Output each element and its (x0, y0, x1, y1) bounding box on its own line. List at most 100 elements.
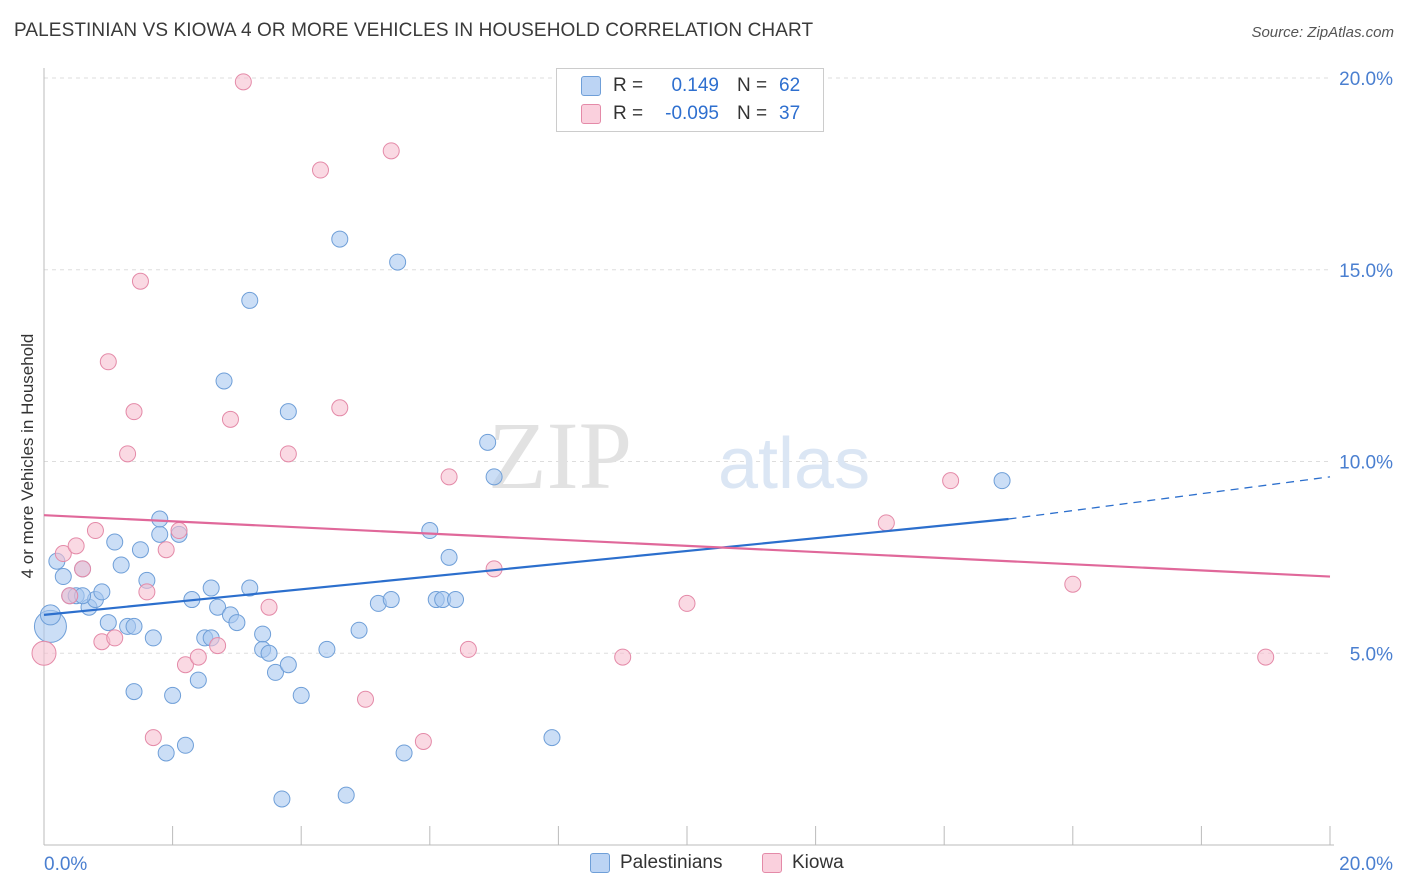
kiowa-point (1064, 575, 1082, 593)
palestinians-point (273, 790, 291, 808)
watermark-atlas: atlas (718, 424, 870, 504)
kiowa-point (138, 583, 156, 601)
series-legend-palestinians: Palestinians (590, 852, 722, 874)
kiowa-point (942, 472, 960, 490)
palestinians-point (151, 510, 169, 528)
legend-r-label: R = (613, 103, 644, 124)
legend-r-label: R = (613, 75, 644, 96)
kiowa-point (106, 629, 124, 647)
kiowa-point (54, 545, 72, 563)
series-legend-label: Palestinians (620, 852, 723, 873)
chart-title: PALESTINIAN VS KIOWA 4 OR MORE VEHICLES … (14, 20, 814, 41)
kiowa-point (414, 732, 432, 750)
kiowa-point (279, 445, 297, 463)
data-points (31, 73, 1275, 808)
y-tick-label: 5.0% (1350, 644, 1393, 665)
palestinians-point (144, 629, 162, 647)
kiowa-point (234, 73, 252, 91)
palestinians-point (447, 591, 465, 609)
kiowa-point (877, 514, 895, 532)
legend-row-palestinians: R = 0.149 N = 62 (581, 74, 800, 98)
palestinians-point (106, 533, 124, 551)
palestinians-point (125, 683, 143, 701)
kiowa-point (99, 353, 117, 371)
kiowa-point (357, 690, 374, 708)
series-legend-kiowa: Kiowa (762, 852, 844, 874)
palestinians-point (318, 640, 336, 658)
palestinians-point (993, 472, 1011, 490)
kiowa-point (74, 560, 92, 578)
legend-row-kiowa: R = -0.095 N = 37 (581, 102, 800, 126)
source-label: Source: ZipAtlas.com (1251, 24, 1394, 41)
palestinians-point (279, 656, 297, 674)
watermark-zip: ZIP (488, 402, 632, 509)
kiowa-point (382, 142, 400, 160)
palestinians-point (382, 591, 400, 609)
palestinians-point (440, 548, 458, 566)
kiowa-point (61, 587, 79, 605)
kiowa-point (1257, 648, 1275, 666)
legend-n-label: N = (737, 75, 768, 96)
palestinians-point (260, 644, 278, 662)
palestinians-point (215, 372, 233, 390)
kiowa-point (144, 729, 162, 747)
kiowa-point (189, 648, 207, 666)
palestinians-point (164, 686, 182, 704)
kiowa-point (614, 648, 632, 666)
palestinians-point (241, 579, 259, 597)
palestinians-point (209, 598, 227, 616)
palestinians-point (485, 468, 503, 486)
y-tick-label: 10.0% (1339, 453, 1393, 474)
kiowa-trend-line (43, 514, 1331, 578)
palestinians-point (331, 230, 349, 248)
palestinians-point (189, 671, 207, 689)
watermark: ZIP atlas (488, 402, 870, 509)
legend-swatch-pink (581, 104, 601, 124)
palestinians-point (54, 568, 72, 586)
legend-r-value: 0.149 (671, 75, 719, 96)
series-legend-label: Kiowa (792, 852, 844, 873)
legend-swatch-blue (581, 76, 601, 96)
legend-n-value: 62 (779, 75, 801, 96)
palestinians-point (131, 541, 149, 559)
palestinians-point (421, 522, 439, 540)
kiowa-point (86, 522, 104, 540)
y-tick-label: 20.0% (1339, 69, 1393, 90)
palestinians-point (279, 403, 297, 421)
palestinians-point (479, 433, 497, 451)
palestinians-point (266, 663, 284, 681)
palestinians-point (395, 744, 413, 762)
y-tick-label: 15.0% (1339, 261, 1393, 282)
kiowa-point (176, 656, 194, 674)
kiowa-point (119, 445, 137, 463)
palestinians-point (157, 744, 175, 762)
x-tick-label: 0.0% (44, 854, 87, 875)
tick-labels: 5.0% 10.0% 15.0% 20.0% 0.0% 20.0% (44, 69, 1393, 875)
palestinians-point (292, 686, 310, 704)
kiowa-point (331, 399, 349, 417)
kiowa-point (260, 598, 278, 616)
palestinians-point (254, 625, 272, 643)
palestinians-point (151, 525, 169, 543)
palestinians-point (543, 729, 561, 747)
correlation-legend: R = 0.149 N = 62 R = -0.095 N = 37 (556, 68, 824, 132)
kiowa-point (67, 537, 85, 555)
palestinians-point (241, 291, 259, 309)
kiowa-point (131, 272, 149, 290)
kiowa-point (31, 640, 57, 666)
kiowa-point (459, 640, 477, 658)
series-swatch-blue (590, 853, 610, 873)
trend-lines (43, 476, 1331, 616)
kiowa-point (311, 161, 329, 179)
axes (43, 68, 1334, 846)
x-tick-label: 20.0% (1339, 854, 1393, 875)
legend-n-label: N = (737, 103, 768, 124)
palestinians-point (125, 617, 143, 635)
kiowa-point (221, 410, 239, 428)
palestinians-point (93, 583, 111, 601)
palestinians-point (202, 579, 220, 597)
kiowa-point (440, 468, 458, 486)
palestinians-point (228, 614, 246, 632)
palestinians-trend-extension (1008, 476, 1331, 520)
series-legend: Palestinians Kiowa (0, 852, 1406, 878)
